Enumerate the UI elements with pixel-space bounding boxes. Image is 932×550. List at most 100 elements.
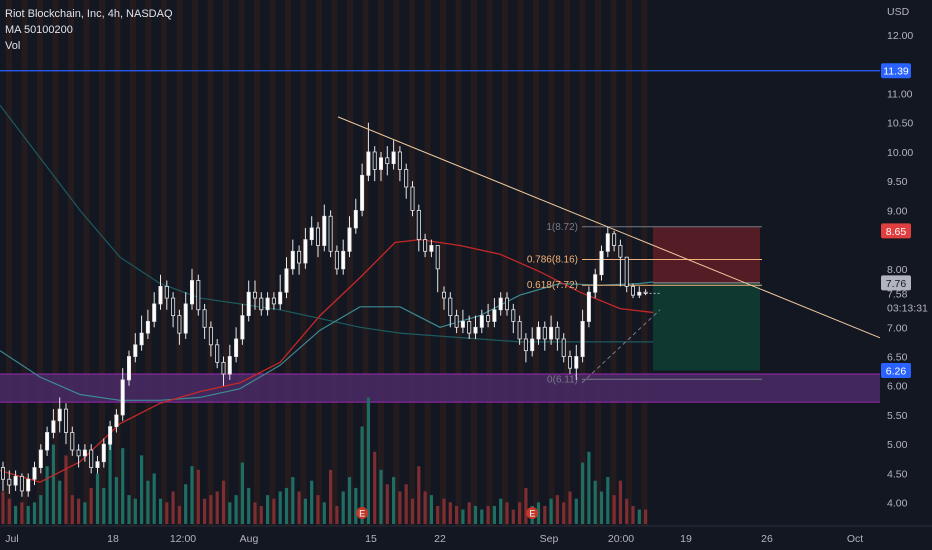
horizontal-line-price-tag: 11.39 — [881, 63, 911, 79]
bear-candle-body — [334, 250, 339, 270]
candle — [492, 298, 497, 328]
candle — [511, 303, 516, 334]
volume-bar — [423, 491, 427, 524]
bull-candle-body — [580, 321, 585, 357]
bull-candle-body — [637, 291, 642, 296]
session-stripe — [83, 0, 90, 526]
fib-level-label: 0(6.11) — [547, 374, 578, 385]
volume-bar — [404, 484, 408, 524]
volume-bar — [543, 505, 547, 524]
candle — [133, 333, 138, 363]
bull-candle-body — [265, 297, 270, 311]
bear-candle-body — [297, 250, 302, 264]
symbol-title[interactable]: Riot Blockchain, Inc, 4h, NASDAQ — [5, 8, 173, 20]
volume-bar — [417, 466, 421, 524]
volume-bar — [555, 495, 559, 524]
bull-candle-body — [536, 326, 541, 340]
bull-candle-body — [593, 274, 598, 293]
earnings-marker: E — [356, 507, 369, 519]
volume-bar — [618, 480, 622, 524]
volume-bar — [14, 505, 18, 524]
volume-bar — [221, 480, 226, 524]
candle — [454, 309, 459, 334]
bear-candle-body — [523, 338, 528, 352]
bear-candle-body — [221, 361, 226, 375]
bull-candle-body — [133, 344, 138, 357]
candle — [460, 309, 465, 334]
bull-candle-body — [82, 449, 87, 457]
volume-bar — [278, 491, 282, 524]
volume-bar — [392, 477, 396, 524]
bull-candle-body — [586, 291, 591, 322]
candle — [234, 327, 239, 363]
ma-200-line — [0, 104, 655, 343]
bull-candle-body — [460, 321, 465, 328]
volume-bar — [366, 397, 370, 524]
volume-bar — [83, 502, 87, 524]
candle — [574, 344, 579, 380]
short-position-tool — [653, 226, 760, 371]
candle — [612, 230, 617, 252]
volume-bar — [228, 502, 232, 524]
bear-candle-body — [486, 315, 491, 322]
candle — [586, 286, 591, 328]
fib-trend-line — [581, 309, 661, 384]
session-stripe — [548, 0, 555, 526]
bear-candle-body — [252, 291, 257, 299]
drawings — [0, 70, 881, 339]
time-tick-label: 20:00 — [608, 533, 634, 545]
session-stripe — [455, 0, 462, 526]
price-tick-label: 9.00 — [887, 205, 908, 217]
candle — [208, 321, 213, 357]
bear-candle-body — [397, 151, 402, 170]
volume-bar — [32, 502, 37, 524]
price-tick-label: 9.50 — [887, 176, 908, 188]
volume-bar — [644, 509, 648, 524]
bull-candle-body — [605, 233, 610, 252]
bear-candle-body — [177, 315, 182, 334]
bear-candle-body — [208, 326, 213, 346]
take-profit-area — [653, 282, 760, 371]
candle — [385, 146, 390, 176]
candle — [561, 333, 566, 363]
bear-candle-body — [271, 297, 276, 305]
bear-candle-body — [631, 285, 636, 296]
earnings-icon — [526, 507, 539, 519]
candle — [183, 292, 188, 339]
volume-bar — [562, 502, 566, 524]
session-stripe — [362, 0, 369, 526]
volume-bar — [593, 480, 597, 524]
time-tick-label: 15 — [365, 533, 377, 545]
volume-bar — [64, 455, 68, 524]
stop-price-tag-bg — [881, 223, 911, 239]
volume-indicator-label[interactable]: Vol — [5, 40, 21, 52]
candle — [76, 444, 81, 468]
session-stripe — [471, 0, 477, 526]
bear-candle-body — [171, 297, 176, 317]
ma-100-line — [0, 281, 656, 401]
candle — [265, 292, 270, 316]
candle — [278, 274, 283, 310]
price-tick-label: 6.00 — [887, 381, 908, 393]
candle — [221, 356, 226, 386]
bull-candle-body — [378, 157, 383, 170]
session-stripe — [502, 0, 508, 526]
volume-bar — [329, 469, 333, 524]
session-stripe — [378, 0, 384, 526]
candle — [177, 309, 182, 345]
candle — [57, 397, 62, 433]
candle — [108, 420, 113, 451]
volume-bar — [234, 495, 238, 524]
session-stripe — [347, 0, 353, 526]
session-stripe — [254, 0, 260, 526]
candle — [51, 409, 56, 439]
ma-indicator-label[interactable]: MA 50100200 — [5, 24, 73, 36]
volume-bar — [1, 491, 5, 524]
volume-bar — [574, 498, 578, 524]
volume-bar — [146, 480, 150, 524]
session-stripe — [626, 0, 632, 526]
session-stripe — [238, 0, 245, 526]
bear-candle-body — [202, 309, 207, 328]
target-price-tag-text: 6.26 — [886, 366, 907, 378]
